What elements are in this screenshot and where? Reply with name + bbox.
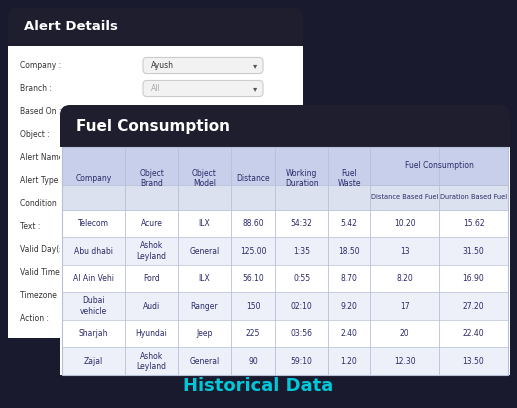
Text: Object :: Object : — [20, 130, 50, 139]
Text: ▾: ▾ — [253, 61, 257, 70]
Text: Object
Brand: Object Brand — [139, 169, 164, 188]
Text: Valid Time :: Valid Time : — [20, 268, 65, 277]
Text: 13.50: 13.50 — [463, 357, 484, 366]
Text: 8.70: 8.70 — [341, 274, 357, 283]
Text: 20: 20 — [400, 329, 409, 338]
Text: Zajal: Zajal — [84, 357, 103, 366]
Text: Ashok
Leyland: Ashok Leyland — [136, 352, 166, 371]
Text: Audi: Audi — [143, 302, 160, 310]
Text: Telecom: Telecom — [78, 219, 109, 228]
Text: 90: 90 — [248, 357, 258, 366]
Text: Company :: Company : — [20, 61, 61, 70]
Text: 150: 150 — [246, 302, 260, 310]
Text: 16.90: 16.90 — [463, 274, 484, 283]
Text: 9.20: 9.20 — [341, 302, 357, 310]
Text: 0:55: 0:55 — [293, 274, 310, 283]
Circle shape — [262, 109, 266, 114]
Text: Object: Object — [156, 109, 178, 115]
Text: Ayush: Ayush — [151, 61, 174, 70]
Text: 88.60: 88.60 — [242, 219, 264, 228]
Bar — [8, 46, 303, 338]
Text: Alert Name :: Alert Name : — [20, 153, 68, 162]
Text: 5.42: 5.42 — [341, 219, 357, 228]
Text: Fuel Consumption: Fuel Consumption — [76, 118, 230, 133]
Text: General: General — [189, 246, 219, 255]
Bar — [62, 348, 508, 375]
Text: Al Ain Vehi: Al Ain Vehi — [73, 274, 114, 283]
Text: 10.20: 10.20 — [394, 219, 416, 228]
FancyBboxPatch shape — [60, 105, 510, 375]
Text: 03:56: 03:56 — [291, 329, 313, 338]
FancyBboxPatch shape — [8, 8, 303, 338]
FancyBboxPatch shape — [8, 46, 303, 338]
Text: Duration Based Fuel: Duration Based Fuel — [440, 194, 507, 200]
Text: Ford: Ford — [143, 274, 160, 283]
Text: Company: Company — [75, 174, 112, 183]
Bar — [62, 147, 508, 210]
Bar — [62, 237, 508, 265]
Text: Branch :: Branch : — [20, 84, 52, 93]
Text: Hyundai: Hyundai — [135, 329, 168, 338]
Text: Working
Duration: Working Duration — [285, 169, 318, 188]
FancyBboxPatch shape — [143, 80, 263, 97]
Text: Distance Based Fuel: Distance Based Fuel — [371, 194, 438, 200]
Text: Alert Type :: Alert Type : — [20, 176, 63, 185]
Text: 54:32: 54:32 — [291, 219, 313, 228]
Bar — [62, 184, 508, 210]
Bar — [60, 147, 510, 375]
Text: Acure: Acure — [141, 219, 162, 228]
Text: 15.62: 15.62 — [463, 219, 484, 228]
Text: 02:10: 02:10 — [291, 302, 312, 310]
Text: 1:35: 1:35 — [293, 246, 310, 255]
Text: Jeep: Jeep — [196, 329, 212, 338]
Text: Sharjah: Sharjah — [79, 329, 109, 338]
Circle shape — [204, 109, 208, 114]
Text: Dubai
vehicle: Dubai vehicle — [80, 297, 107, 316]
Text: Ranger: Ranger — [190, 302, 218, 310]
Text: 56.10: 56.10 — [242, 274, 264, 283]
Text: General: General — [189, 357, 219, 366]
Text: Object group: Object group — [214, 109, 257, 115]
Circle shape — [260, 107, 268, 116]
Text: 17: 17 — [400, 302, 409, 310]
Circle shape — [202, 107, 210, 116]
Bar — [62, 147, 508, 375]
Text: Abu dhabi: Abu dhabi — [74, 246, 113, 255]
Text: All: All — [151, 84, 161, 93]
Text: Distance: Distance — [236, 174, 270, 183]
Text: 22.40: 22.40 — [463, 329, 484, 338]
Text: 18.50: 18.50 — [338, 246, 360, 255]
Text: Condition :: Condition : — [20, 199, 62, 208]
Bar — [62, 293, 508, 320]
Text: 2.40: 2.40 — [341, 329, 357, 338]
Text: 125.00: 125.00 — [240, 246, 266, 255]
Text: 31.50: 31.50 — [463, 246, 484, 255]
Text: ILX: ILX — [199, 274, 210, 283]
Text: 1.20: 1.20 — [341, 357, 357, 366]
Text: 27.20: 27.20 — [463, 302, 484, 310]
Text: Based On :: Based On : — [20, 107, 62, 116]
Text: Fuel
Waste: Fuel Waste — [337, 169, 361, 188]
Circle shape — [144, 107, 153, 116]
Text: Ashok
Leyland: Ashok Leyland — [136, 241, 166, 261]
Text: Fuel Consumption: Fuel Consumption — [405, 161, 474, 170]
Text: Object Type: Object Type — [272, 109, 311, 115]
Text: ▾: ▾ — [253, 84, 257, 93]
Text: 8.20: 8.20 — [396, 274, 413, 283]
FancyBboxPatch shape — [143, 58, 263, 73]
Text: Action :: Action : — [20, 314, 49, 323]
Text: Alert Details: Alert Details — [24, 20, 118, 33]
Text: Text :: Text : — [20, 222, 40, 231]
Text: ILX: ILX — [199, 219, 210, 228]
Text: 225: 225 — [246, 329, 260, 338]
Text: 59:10: 59:10 — [291, 357, 313, 366]
Text: 12.30: 12.30 — [394, 357, 416, 366]
Circle shape — [145, 109, 150, 114]
Text: Timezone :: Timezone : — [20, 291, 62, 300]
Text: 13: 13 — [400, 246, 409, 255]
FancyBboxPatch shape — [60, 147, 510, 375]
Text: Object
Model: Object Model — [192, 169, 217, 188]
Text: Historical Data: Historical Data — [184, 377, 333, 395]
Text: Valid Day(s) :: Valid Day(s) : — [20, 245, 71, 254]
